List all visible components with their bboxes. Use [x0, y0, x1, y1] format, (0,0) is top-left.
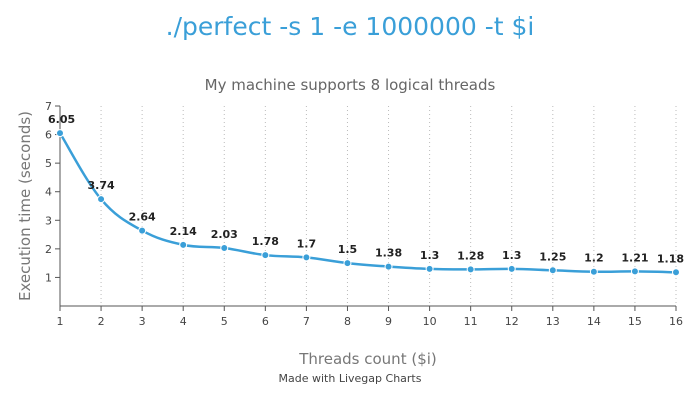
x-tick-label: 13: [546, 315, 560, 328]
data-label: 1.78: [252, 235, 279, 248]
data-label: 1.2: [584, 252, 604, 265]
y-tick-label: 7: [45, 100, 52, 113]
chart-subtitle: My machine supports 8 logical threads: [204, 76, 496, 94]
x-tick-label: 5: [221, 315, 228, 328]
data-point: [179, 240, 188, 249]
x-tick-label: 14: [587, 315, 601, 328]
data-point: [261, 251, 270, 260]
data-point: [384, 262, 393, 271]
x-tick-label: 7: [303, 315, 310, 328]
data-label: 2.64: [129, 211, 156, 224]
data-point: [466, 265, 475, 274]
x-tick-label: 8: [344, 315, 351, 328]
data-label: 1.7: [297, 237, 317, 250]
x-tick-label: 6: [262, 315, 269, 328]
x-tick-label: 16: [669, 315, 683, 328]
y-tick-label: 4: [45, 186, 52, 199]
data-point: [56, 129, 64, 138]
x-tick-label: 12: [505, 315, 519, 328]
x-tick-label: 1: [57, 315, 64, 328]
x-tick-label: 11: [464, 315, 478, 328]
data-label: 3.74: [87, 179, 114, 192]
series-line: [56, 129, 680, 277]
data-point: [507, 264, 516, 273]
chart-title: ./perfect -s 1 -e 1000000 -t $i: [165, 12, 535, 41]
data-point: [425, 264, 434, 273]
data-labels: 6.05 3.74 2.64 2.14 2.03 1.78 1.7 1.5 1.38 1.3 1.2…: [48, 113, 684, 265]
x-tick-label: 15: [628, 315, 642, 328]
data-point: [97, 195, 106, 204]
data-label: 1.28: [457, 249, 484, 262]
x-tick-label: 10: [423, 315, 437, 328]
data-label: 1.3: [420, 249, 440, 262]
data-label: 1.38: [375, 247, 402, 260]
x-tick-label: 2: [98, 315, 105, 328]
y-tick-label: 1: [45, 271, 52, 284]
data-label: 2.03: [211, 228, 238, 241]
data-point: [343, 259, 352, 268]
data-point: [302, 253, 311, 262]
data-label: 6.05: [48, 113, 75, 126]
data-point: [630, 267, 639, 276]
y-tick-label: 5: [45, 157, 52, 170]
y-tick-label: 3: [45, 214, 52, 227]
y-tick-label: 6: [45, 129, 52, 142]
data-label: 1.5: [338, 243, 358, 256]
data-point: [672, 268, 680, 277]
data-label: 1.18: [657, 252, 684, 265]
data-label: 1.3: [502, 249, 522, 262]
y-axis-title: Execution time (seconds): [16, 111, 34, 301]
x-tick-label: 3: [139, 315, 146, 328]
x-tick-label: 4: [180, 315, 187, 328]
data-label: 1.25: [539, 250, 566, 263]
data-point: [589, 267, 598, 276]
x-axis-title: Threads count ($i): [298, 350, 437, 368]
y-tick-label: 2: [45, 243, 52, 256]
x-tick-label: 9: [385, 315, 392, 328]
data-label: 2.14: [170, 225, 197, 238]
data-point: [138, 226, 147, 235]
data-label: 1.21: [621, 251, 648, 264]
series-path: [58, 132, 677, 274]
data-point: [220, 244, 229, 252]
grid-lines: [100, 106, 677, 306]
axes: [55, 105, 677, 311]
data-point: [548, 266, 557, 275]
footer-credit: Made with Livegap Charts: [278, 372, 422, 385]
